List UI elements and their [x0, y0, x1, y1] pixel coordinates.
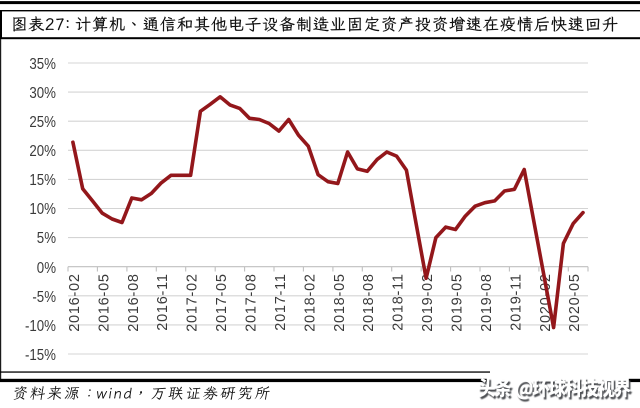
- svg-text:2019-11: 2019-11: [508, 273, 524, 330]
- svg-text:2016-05: 2016-05: [96, 273, 112, 331]
- svg-text:2017-08: 2017-08: [244, 273, 260, 331]
- svg-text:2019-08: 2019-08: [479, 273, 495, 331]
- svg-text:2020-05: 2020-05: [567, 273, 583, 331]
- svg-text:2017-05: 2017-05: [214, 273, 230, 331]
- svg-text:2018-02: 2018-02: [302, 273, 318, 331]
- svg-text:2017-02: 2017-02: [185, 273, 201, 331]
- svg-text:2016-08: 2016-08: [126, 273, 142, 331]
- svg-text:2016-02: 2016-02: [67, 273, 83, 331]
- svg-text:2018-11: 2018-11: [391, 273, 407, 330]
- svg-text:2019-05: 2019-05: [450, 273, 466, 331]
- svg-text:2016-11: 2016-11: [155, 273, 171, 330]
- svg-text:2018-05: 2018-05: [332, 273, 348, 331]
- svg-text:2020-02: 2020-02: [538, 273, 554, 331]
- svg-text:2017-11: 2017-11: [273, 273, 289, 330]
- svg-text:2019-02: 2019-02: [420, 273, 436, 331]
- svg-text:2018-08: 2018-08: [361, 273, 377, 331]
